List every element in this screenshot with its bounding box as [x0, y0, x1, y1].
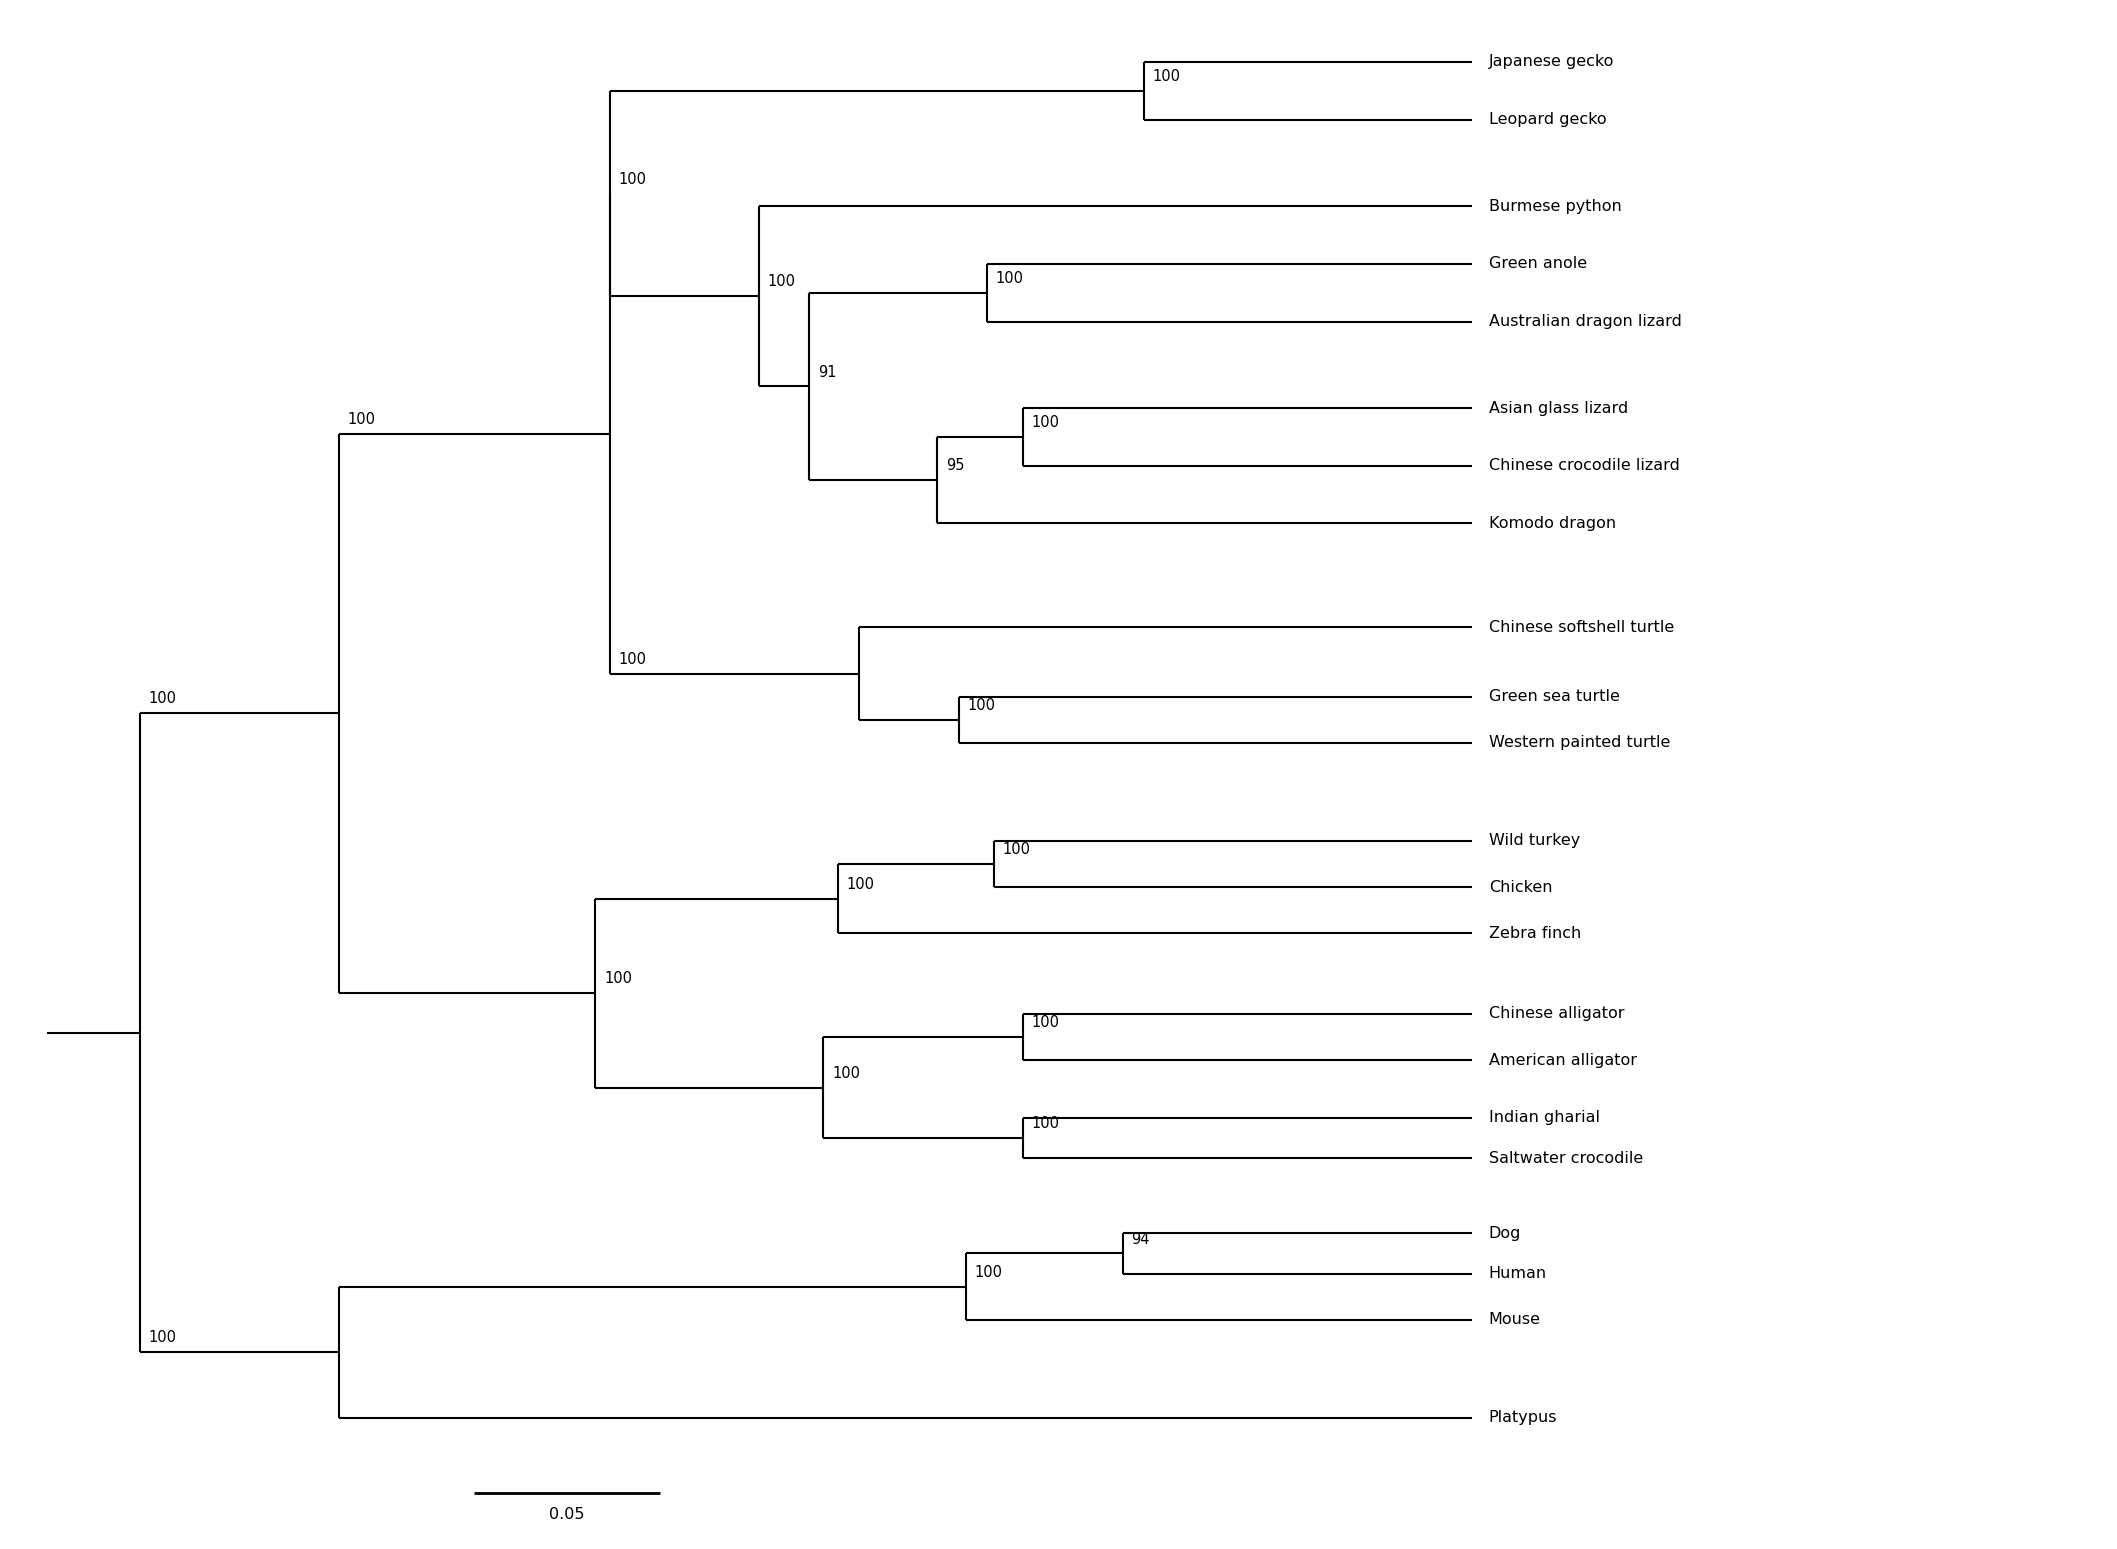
Text: Indian gharial: Indian gharial: [1488, 1111, 1600, 1125]
Text: American alligator: American alligator: [1488, 1053, 1636, 1067]
Text: 100: 100: [1031, 415, 1058, 431]
Text: 100: 100: [967, 697, 995, 713]
Text: Zebra finch: Zebra finch: [1488, 926, 1581, 940]
Text: Saltwater crocodile: Saltwater crocodile: [1488, 1151, 1643, 1166]
Text: 100: 100: [618, 172, 646, 186]
Text: Komodo dragon: Komodo dragon: [1488, 516, 1615, 531]
Text: 100: 100: [347, 412, 375, 426]
Text: Chicken: Chicken: [1488, 880, 1552, 894]
Text: Green anole: Green anole: [1488, 256, 1588, 271]
Text: 100: 100: [148, 1331, 176, 1346]
Text: Australian dragon lizard: Australian dragon lizard: [1488, 314, 1681, 328]
Text: 100: 100: [768, 274, 796, 290]
Text: 100: 100: [1031, 1117, 1058, 1131]
Text: 91: 91: [817, 364, 836, 380]
Text: Chinese alligator: Chinese alligator: [1488, 1007, 1624, 1021]
Text: Japanese gecko: Japanese gecko: [1488, 54, 1613, 70]
Text: 95: 95: [946, 459, 965, 474]
Text: 100: 100: [148, 691, 176, 706]
Text: 100: 100: [847, 877, 874, 892]
Text: Human: Human: [1488, 1266, 1548, 1281]
Text: 100: 100: [995, 271, 1025, 285]
Text: 0.05: 0.05: [548, 1507, 584, 1523]
Text: Burmese python: Burmese python: [1488, 198, 1622, 214]
Text: Chinese softshell turtle: Chinese softshell turtle: [1488, 620, 1675, 635]
Text: 100: 100: [603, 971, 633, 987]
Text: Mouse: Mouse: [1488, 1312, 1541, 1327]
Text: 100: 100: [1003, 843, 1031, 857]
Text: 100: 100: [832, 1066, 860, 1081]
Text: Dog: Dog: [1488, 1225, 1522, 1241]
Text: Green sea turtle: Green sea turtle: [1488, 689, 1620, 705]
Text: 100: 100: [618, 652, 646, 666]
Text: 100: 100: [1031, 1015, 1058, 1030]
Text: 94: 94: [1130, 1231, 1150, 1247]
Text: 100: 100: [1152, 68, 1181, 84]
Text: 100: 100: [974, 1264, 1003, 1279]
Text: Leopard gecko: Leopard gecko: [1488, 112, 1607, 127]
Text: Wild turkey: Wild turkey: [1488, 833, 1579, 849]
Text: Asian glass lizard: Asian glass lizard: [1488, 401, 1628, 415]
Text: Chinese crocodile lizard: Chinese crocodile lizard: [1488, 459, 1679, 474]
Text: Platypus: Platypus: [1488, 1411, 1558, 1425]
Text: Western painted turtle: Western painted turtle: [1488, 736, 1670, 750]
